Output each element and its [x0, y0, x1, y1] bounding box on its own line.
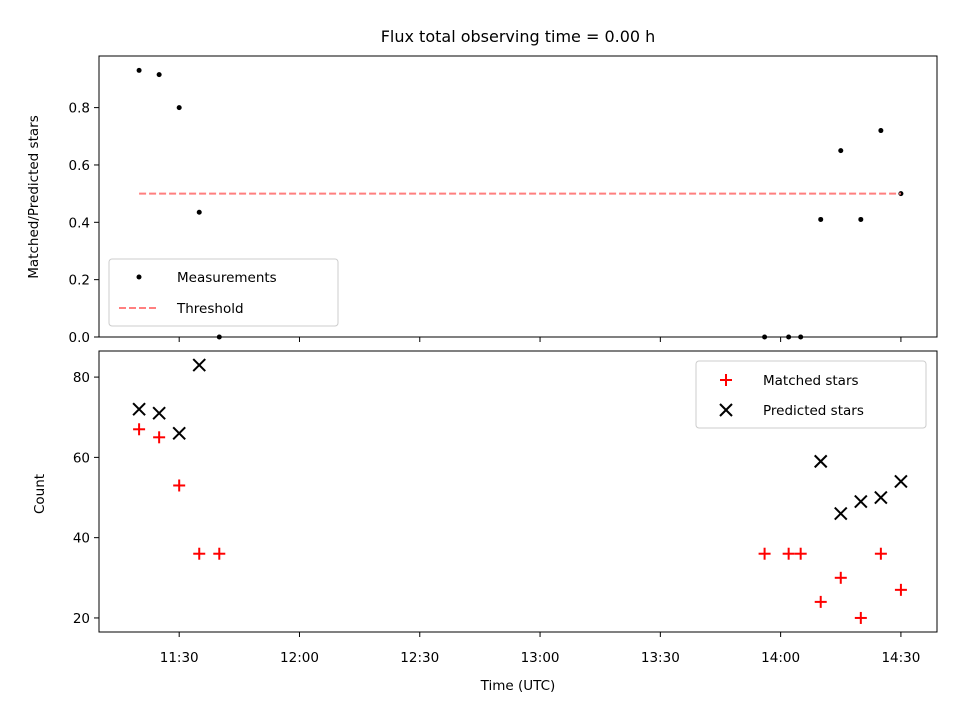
- top-y-tick-label: 0.2: [69, 273, 90, 289]
- matched-stars-point: [758, 547, 771, 560]
- legend-threshold-label: Threshold: [176, 301, 244, 317]
- bottom-legend-box: [695, 360, 927, 429]
- bottom-x-tick-label: 13:00: [521, 650, 560, 666]
- legend-predicted-label: Predicted stars: [763, 403, 864, 419]
- bottom-y-axis: 20 40 60 80: [73, 370, 99, 627]
- top-legend-box: [108, 258, 339, 327]
- predicted-stars-point: [894, 474, 908, 489]
- predicted-stars-point: [814, 454, 828, 469]
- bottom-y-tick-label: 80: [73, 370, 90, 386]
- legend-predicted-marker: [719, 403, 733, 417]
- predicted-stars-point: [132, 402, 146, 416]
- bottom-x-tick-label: 14:30: [881, 650, 920, 666]
- matched-stars-point: [894, 583, 907, 596]
- matched-stars-point: [153, 431, 166, 444]
- bottom-legend: Matched stars Predicted stars: [695, 360, 927, 429]
- top-legend: Measurements Threshold: [108, 258, 339, 327]
- bottom-y-tick-label: 20: [73, 611, 90, 627]
- predicted-stars-point: [172, 426, 186, 440]
- top-y-tick-label: 0.6: [69, 158, 90, 174]
- top-axes-frame: [98, 55, 938, 338]
- measurements-point: [196, 209, 202, 215]
- top-y-tick-label: 0.8: [69, 101, 90, 117]
- predicted-stars-point: [834, 506, 848, 521]
- bottom-x-tick-label: 13:30: [641, 650, 680, 666]
- bottom-y-axis-label: Count: [32, 474, 48, 514]
- matched-stars-point: [834, 571, 847, 584]
- matched-stars-point: [173, 479, 186, 492]
- bottom-y-tick-label: 40: [73, 531, 90, 547]
- matched-stars-point: [874, 547, 887, 560]
- bottom-y-tick-label: 60: [73, 450, 90, 466]
- measurements-point: [858, 216, 864, 222]
- top-x-axis: [178, 337, 902, 342]
- measurements-point: [838, 148, 844, 154]
- legend-matched-marker: [720, 374, 732, 386]
- measurements-point: [878, 128, 884, 134]
- bottom-x-axis: 11:30 12:00 12:30 13:00 13:30 14:00 14:30: [160, 632, 920, 666]
- bottom-x-tick-label: 12:00: [280, 650, 319, 666]
- top-y-tick-label: 0.4: [69, 215, 90, 231]
- top-y-axis: 0.0 0.2 0.4 0.6 0.8: [69, 101, 99, 346]
- top-y-tick-label: 0.0: [69, 330, 90, 346]
- measurements-point: [176, 105, 182, 111]
- top-y-axis-label: Matched/Predicted stars: [26, 115, 42, 278]
- bottom-plot-area: [132, 358, 908, 624]
- bottom-axes-frame: [98, 350, 938, 633]
- matched-stars-point: [782, 547, 795, 560]
- matched-stars-point: [794, 547, 807, 560]
- matched-stars-point: [133, 423, 146, 436]
- bottom-x-axis-label: Time (UTC): [480, 678, 556, 694]
- predicted-stars-point: [874, 490, 888, 505]
- predicted-stars-point: [152, 406, 166, 420]
- measurements-point: [818, 216, 824, 222]
- bottom-x-tick-label: 12:30: [400, 650, 439, 666]
- chart-title: Flux total observing time = 0.00 h: [381, 27, 656, 46]
- matched-stars-point: [193, 547, 206, 560]
- bottom-x-tick-label: 11:30: [160, 650, 199, 666]
- predicted-stars-point: [854, 494, 868, 509]
- legend-matched-label: Matched stars: [763, 373, 859, 389]
- matched-stars-point: [814, 595, 827, 608]
- matched-stars-point: [854, 611, 867, 624]
- predicted-stars-point: [192, 358, 206, 372]
- legend-measurements-label: Measurements: [177, 270, 277, 286]
- top-panel: Flux total observing time = 0.00 h 0.00.…: [26, 27, 938, 346]
- measurements-point: [136, 67, 142, 73]
- legend-measurements-marker: [136, 274, 142, 280]
- bottom-x-tick-label: 14:00: [761, 650, 800, 666]
- matched-stars-point: [213, 547, 226, 560]
- measurements-point: [156, 72, 162, 78]
